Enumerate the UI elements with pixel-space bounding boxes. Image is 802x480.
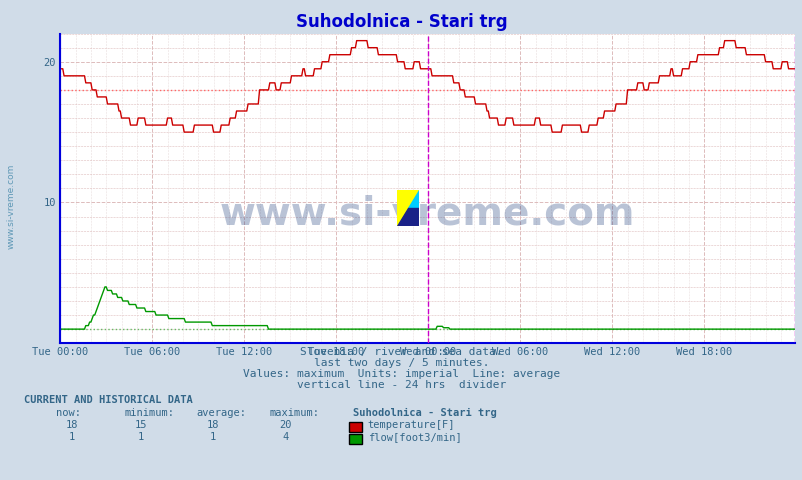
Text: Slovenia / river and sea data.: Slovenia / river and sea data.: [300, 347, 502, 357]
Text: temperature[F]: temperature[F]: [367, 420, 455, 430]
Text: maximum:: maximum:: [269, 408, 318, 418]
Text: www.si-vreme.com: www.si-vreme.com: [6, 164, 15, 249]
Polygon shape: [396, 190, 419, 226]
Text: 18: 18: [206, 420, 219, 430]
Text: 18: 18: [66, 420, 79, 430]
Text: last two days / 5 minutes.: last two days / 5 minutes.: [314, 358, 488, 368]
Text: now:: now:: [56, 408, 81, 418]
Text: Suhodolnica - Stari trg: Suhodolnica - Stari trg: [295, 12, 507, 31]
Text: 1: 1: [209, 432, 216, 442]
Text: www.si-vreme.com: www.si-vreme.com: [220, 194, 634, 232]
Text: 20: 20: [278, 420, 291, 430]
Text: minimum:: minimum:: [124, 408, 174, 418]
Text: 4: 4: [282, 432, 288, 442]
Text: 15: 15: [134, 420, 147, 430]
Text: flow[foot3/min]: flow[foot3/min]: [367, 432, 461, 442]
Polygon shape: [407, 190, 419, 208]
Text: Suhodolnica - Stari trg: Suhodolnica - Stari trg: [353, 408, 496, 418]
Text: vertical line - 24 hrs  divider: vertical line - 24 hrs divider: [297, 380, 505, 390]
Text: CURRENT AND HISTORICAL DATA: CURRENT AND HISTORICAL DATA: [24, 395, 192, 405]
Text: average:: average:: [196, 408, 246, 418]
Text: Values: maximum  Units: imperial  Line: average: Values: maximum Units: imperial Line: av…: [242, 369, 560, 379]
Polygon shape: [396, 208, 419, 226]
Text: 1: 1: [137, 432, 144, 442]
Text: 1: 1: [69, 432, 75, 442]
